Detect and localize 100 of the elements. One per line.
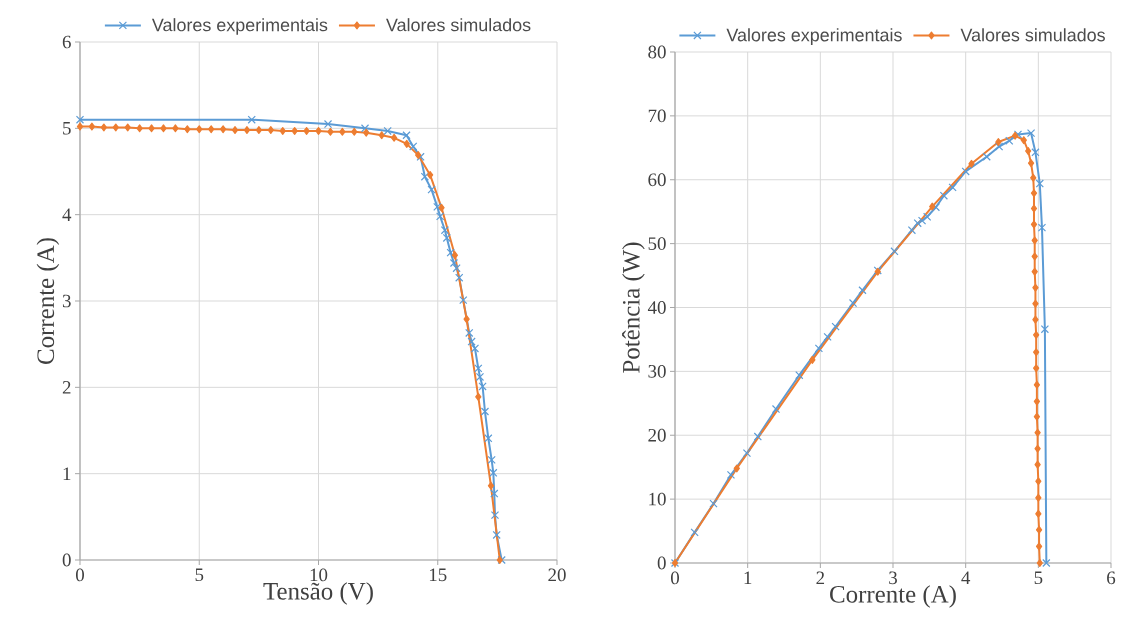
point: [831, 322, 840, 331]
point: [1031, 148, 1040, 157]
point: [809, 355, 816, 364]
point: [455, 273, 464, 282]
point: [1034, 460, 1041, 469]
y-tick-label: 0: [62, 553, 71, 567]
point: [994, 142, 1004, 151]
legend-label: Valores simulados: [386, 18, 531, 32]
point: [490, 489, 499, 498]
point: [291, 126, 298, 135]
point: [467, 337, 476, 346]
point: [1030, 220, 1038, 229]
x-axis-title: Corrente (A): [830, 585, 956, 608]
point: [939, 191, 949, 200]
y-tick-label: 70: [648, 109, 666, 123]
point: [267, 126, 274, 135]
point: [995, 138, 1002, 147]
point: [327, 127, 334, 136]
point: [478, 382, 487, 391]
point: [1032, 283, 1039, 292]
point: [1025, 147, 1032, 155]
point: [475, 372, 485, 382]
y-tick-label: 2: [62, 381, 71, 394]
point: [148, 124, 155, 133]
point: [907, 226, 917, 235]
point: [492, 530, 501, 540]
x-tick-label: 0: [670, 571, 680, 585]
point: [1036, 559, 1043, 567]
point: [487, 481, 495, 490]
point: [390, 133, 398, 142]
x-tick-label: 6: [1107, 571, 1116, 585]
point: [913, 219, 922, 228]
point: [76, 122, 84, 131]
point: [160, 124, 167, 133]
y-tick-label: 30: [648, 365, 666, 378]
point: [795, 371, 804, 380]
point: [1033, 364, 1040, 373]
point: [231, 126, 239, 135]
point: [1042, 558, 1051, 568]
y-tick-label: 0: [657, 556, 666, 570]
point: [1032, 315, 1039, 324]
x-tick-label: 0: [75, 568, 84, 582]
point: [1011, 131, 1019, 140]
point: [351, 127, 358, 136]
point: [440, 226, 450, 235]
point: [475, 392, 482, 401]
point: [968, 159, 975, 168]
point: [1033, 412, 1041, 421]
point: [1035, 477, 1042, 486]
point: [427, 185, 436, 194]
point: [961, 167, 970, 176]
point: [1020, 136, 1027, 145]
point: [1033, 348, 1040, 357]
point: [196, 125, 203, 134]
point: [489, 468, 498, 477]
point: [1040, 325, 1050, 334]
x-tick-label: 1: [744, 571, 752, 585]
point: [490, 510, 500, 520]
point: [420, 172, 430, 181]
point: [112, 123, 119, 132]
legend-label: Valores experimentais: [151, 18, 328, 35]
point: [484, 434, 493, 443]
point: [75, 115, 85, 124]
point: [1035, 493, 1042, 502]
point: [465, 328, 474, 338]
x-tick-label: 10: [310, 568, 328, 582]
point: [848, 298, 858, 308]
point: [446, 248, 455, 257]
point: [442, 233, 451, 243]
y-tick-label: 60: [648, 173, 666, 187]
point: [100, 123, 107, 132]
point: [480, 407, 490, 416]
point: [438, 203, 445, 212]
point: [823, 332, 832, 342]
point: [219, 125, 227, 134]
point: [88, 122, 96, 131]
y-tick-label: 40: [647, 301, 666, 314]
point: [378, 131, 385, 140]
point: [753, 432, 762, 441]
point: [243, 126, 251, 135]
point: [124, 123, 131, 132]
point: [474, 364, 483, 373]
point: [1030, 173, 1037, 182]
point: [733, 464, 740, 473]
point: [339, 127, 346, 136]
point: [459, 296, 468, 305]
y-tick-label: 50: [648, 237, 666, 251]
point: [360, 124, 370, 133]
point: [1035, 179, 1044, 188]
point: [726, 470, 736, 479]
point: [1030, 204, 1038, 213]
point: [1035, 509, 1042, 518]
point: [1037, 223, 1047, 232]
x-tick-label: 5: [1034, 571, 1043, 585]
point: [890, 247, 899, 256]
point: [208, 125, 215, 134]
point: [1034, 444, 1041, 453]
y-tick-label: 6: [62, 35, 71, 49]
point: [771, 404, 781, 414]
point: [709, 499, 718, 508]
